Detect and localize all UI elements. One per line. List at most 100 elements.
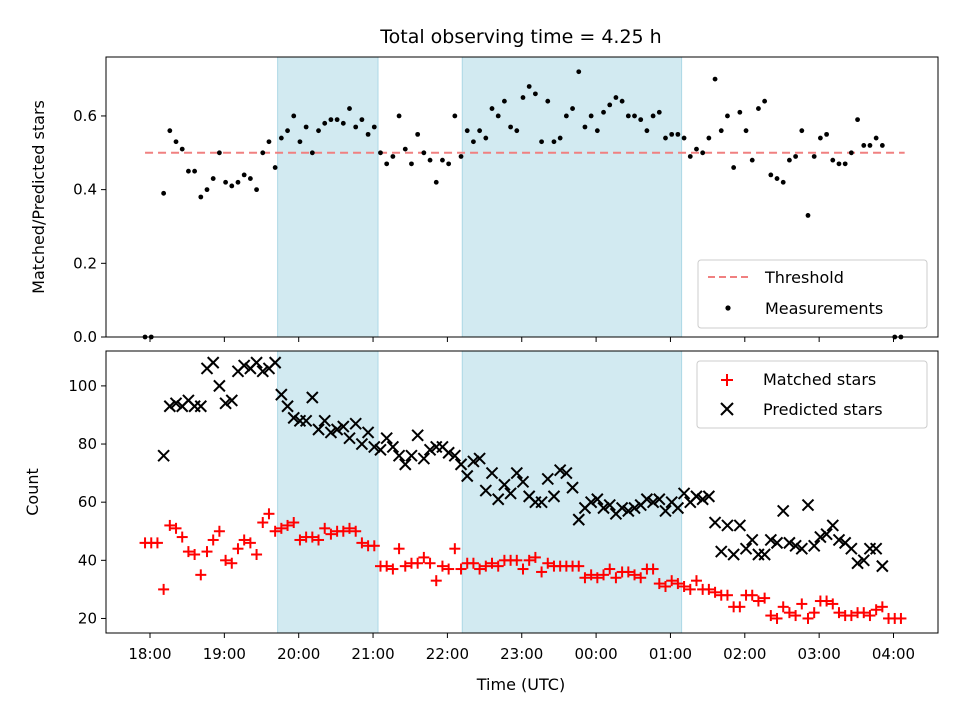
predicted-star-marker <box>752 548 765 561</box>
matched-star-marker <box>201 546 213 558</box>
predicted-star-marker <box>814 530 827 544</box>
measurement-point <box>514 128 520 134</box>
measurement-point <box>836 161 842 167</box>
matched-star-marker <box>647 563 659 575</box>
predicted-star-marker <box>386 440 400 454</box>
predicted-star-marker <box>516 475 530 489</box>
predicted-star-marker <box>770 536 784 550</box>
measurement-point <box>644 128 650 134</box>
measurement-point <box>198 194 204 200</box>
matched-star-marker <box>387 563 399 575</box>
predicted-star-marker <box>498 478 511 491</box>
predicted-star-marker <box>256 365 269 378</box>
predicted-star-marker <box>807 539 821 552</box>
measurement-point <box>743 128 749 134</box>
x-tick-label: 19:00 <box>203 645 246 663</box>
matched-star-marker <box>653 578 665 590</box>
measurement-point <box>458 154 464 159</box>
predicted-star-marker <box>491 493 505 506</box>
measurement-point <box>539 139 544 145</box>
matched-star-marker <box>598 569 610 581</box>
legend-threshold-label: Threshold <box>764 268 844 287</box>
matched-star-marker <box>771 612 783 624</box>
measurement-point <box>762 98 768 104</box>
measurement-point <box>855 117 860 123</box>
matched-star-marker <box>542 557 554 569</box>
matched-star-marker <box>585 569 597 581</box>
measurement-point <box>799 128 805 134</box>
measurement-point <box>210 176 216 181</box>
matched-star-marker <box>802 612 814 624</box>
predicted-star-marker <box>702 490 716 503</box>
predicted-star-marker <box>374 443 387 457</box>
measurement-point <box>440 157 445 163</box>
measurement-point <box>570 106 575 111</box>
predicted-star-marker <box>696 493 709 506</box>
measurement-point <box>390 154 396 159</box>
predicted-star-marker <box>777 504 790 518</box>
matched-star-marker <box>610 572 622 584</box>
measurement-point <box>718 128 724 134</box>
legend-predicted-swatch <box>720 402 734 416</box>
measurement-point <box>384 161 390 167</box>
predicted-star-marker <box>318 414 331 427</box>
matched-star-marker <box>622 566 634 578</box>
predicted-star-marker <box>405 449 418 462</box>
predicted-star-marker <box>213 379 226 393</box>
measurement-point <box>879 143 885 148</box>
matched-star-marker <box>721 589 733 601</box>
matched-star-marker <box>170 522 182 534</box>
measurement-point <box>173 139 179 145</box>
measurement-point <box>700 150 706 156</box>
x-tick-label: 04:00 <box>872 645 915 663</box>
x-tick-label: 21:00 <box>351 645 394 663</box>
matched-star-marker <box>746 589 758 601</box>
measurement-point <box>421 150 427 156</box>
top-y-tick-label: 0.4 <box>73 181 97 199</box>
matched-star-marker <box>796 598 808 610</box>
measurement-point <box>774 176 780 181</box>
measurement-point <box>452 113 458 119</box>
predicted-star-marker <box>188 400 201 413</box>
measurement-point <box>359 117 365 123</box>
matched-star-marker <box>523 554 535 566</box>
measurement-point <box>464 128 470 134</box>
measurement-point <box>192 168 198 174</box>
measurement-point <box>725 113 730 119</box>
matched-star-marker <box>579 572 591 584</box>
measurement-point <box>161 190 167 196</box>
measurement-point <box>830 157 836 163</box>
measurement-point <box>471 139 476 145</box>
bottom-y-axis-label: Count <box>23 468 42 516</box>
measurement-point <box>235 179 241 185</box>
measurement-point <box>848 150 854 156</box>
predicted-star-marker <box>275 388 288 401</box>
measurement-point <box>186 168 191 174</box>
matched-star-marker <box>858 607 870 619</box>
predicted-star-marker <box>591 493 604 506</box>
predicted-star-marker <box>801 498 815 512</box>
bottom-y-tick-label: 60 <box>78 493 97 511</box>
matched-star-marker <box>536 566 548 578</box>
matched-star-marker <box>381 560 393 572</box>
predicted-star-marker <box>547 490 561 503</box>
measurement-point <box>371 124 377 130</box>
top-y-axis-label: Matched/Predicted stars <box>29 100 48 294</box>
measurement-point <box>353 124 359 130</box>
observing-window-band <box>277 56 379 338</box>
measurement-point <box>241 172 247 178</box>
measurement-point <box>731 165 737 170</box>
predicted-star-marker <box>851 557 864 570</box>
predicted-star-marker <box>869 542 883 555</box>
measurement-point <box>768 172 774 178</box>
measurement-point <box>167 128 173 134</box>
predicted-star-marker <box>169 397 183 410</box>
matched-star-marker <box>213 525 225 537</box>
measurement-point <box>805 213 811 218</box>
matched-star-marker <box>734 601 746 613</box>
bottom-panel: 20 40 60 80 100 18:00 19:00 20:00 21:00 22:00 23:… <box>23 350 939 694</box>
measurement-point <box>563 113 569 119</box>
predicted-star-marker <box>739 542 753 555</box>
predicted-star-marker <box>566 481 579 494</box>
predicted-star-marker <box>411 429 424 442</box>
